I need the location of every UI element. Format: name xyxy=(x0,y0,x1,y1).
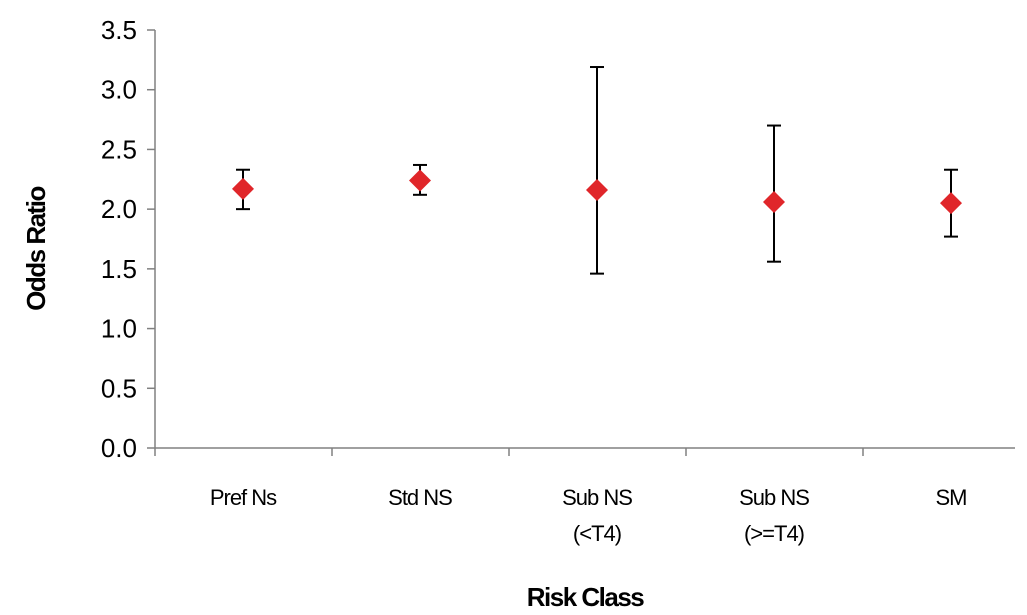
y-tick-label: 3.5 xyxy=(101,15,137,45)
y-tick-label: 0.5 xyxy=(101,373,137,403)
x-category-label: SM xyxy=(936,485,967,510)
data-markers xyxy=(232,169,962,215)
data-point-marker xyxy=(763,190,785,213)
x-category-label: Pref Ns xyxy=(210,485,277,510)
data-point-marker xyxy=(586,179,608,202)
error-bar xyxy=(590,66,604,275)
y-tick-label: 1.5 xyxy=(101,254,137,284)
axes xyxy=(154,30,1015,449)
x-category-label: Sub NS (>=T4) xyxy=(739,485,809,546)
x-ticks: Pref Ns Std NS Sub NS (<T4) Sub NS (>=T4) SM xyxy=(154,448,968,546)
y-tick-label: 0.0 xyxy=(101,433,137,463)
data-point-marker xyxy=(409,169,431,192)
error-bars xyxy=(236,66,958,275)
y-tick-label: 1.0 xyxy=(101,314,137,344)
x-category-label: Sub NS (<T4) xyxy=(562,485,632,546)
y-tick-label: 3.0 xyxy=(101,75,137,105)
data-point-marker xyxy=(940,192,962,215)
data-point-marker xyxy=(232,177,254,200)
y-tick-label: 2.0 xyxy=(101,194,137,224)
x-axis-title: Risk Class xyxy=(527,582,645,612)
x-category-label: Std NS xyxy=(388,485,452,510)
y-ticks: 0.0 0.5 1.0 1.5 2.0 2.5 3.0 3.5 xyxy=(101,15,155,463)
y-tick-label: 2.5 xyxy=(101,134,137,164)
y-axis-title: Odds Ratio xyxy=(21,187,51,311)
